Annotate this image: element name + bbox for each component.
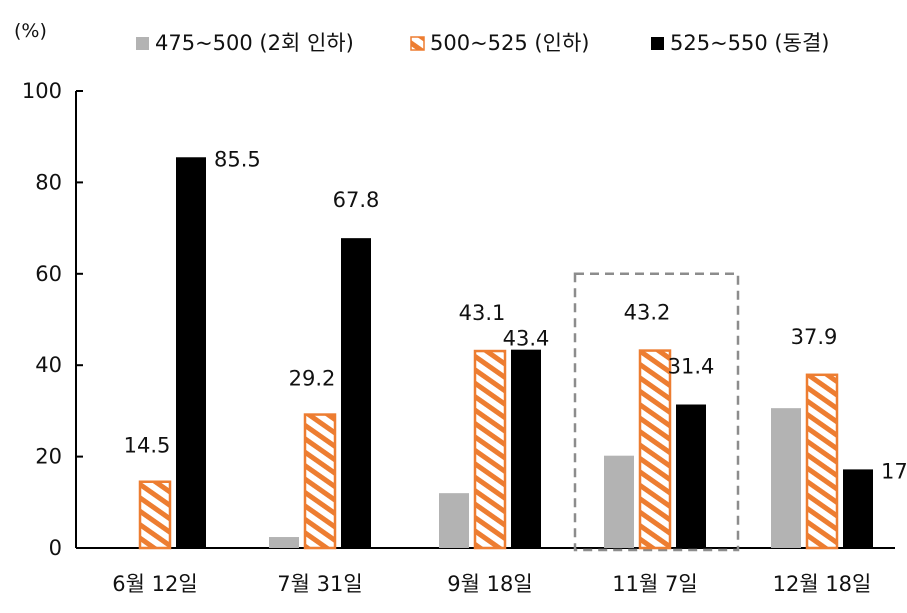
data-label: 17.2 — [881, 459, 907, 483]
bar — [843, 469, 873, 548]
legend-swatch — [651, 37, 664, 50]
legend: 475~500 (2회 인하) 500~525 (인하) 525~550 (동결) — [136, 31, 829, 55]
bar — [604, 455, 634, 548]
axes: 0 20 40 60 80 100 6월 12일 7월 31일 9월 18일 11월 7일 12월 … — [22, 79, 895, 596]
x-category-label: 11월 7일 — [612, 572, 697, 596]
legend-label: 475~500 (2회 인하) — [155, 31, 354, 55]
x-category-label: 7월 31일 — [277, 572, 362, 596]
legend-swatch — [410, 36, 425, 51]
legend-label: 525~550 (동결) — [670, 31, 829, 55]
legend-label: 500~525 (인하) — [430, 31, 589, 55]
bar — [303, 413, 337, 550]
highlight-layer — [573, 272, 740, 552]
bar — [771, 408, 801, 548]
bar — [138, 480, 172, 550]
bar — [638, 349, 672, 550]
bar — [269, 537, 299, 548]
bar — [676, 404, 706, 548]
data-label: 43.1 — [459, 301, 506, 325]
bar — [805, 373, 839, 550]
data-label: 37.9 — [791, 325, 838, 349]
x-category-label: 12월 18일 — [773, 572, 872, 596]
legend-swatch — [136, 37, 149, 50]
x-category-label: 6월 12일 — [112, 572, 197, 596]
highlight-box — [573, 272, 740, 552]
y-axis-unit: (%) — [14, 20, 47, 42]
bar — [511, 349, 541, 548]
bar — [176, 157, 206, 548]
y-tick-label: 60 — [35, 262, 62, 286]
data-label: 29.2 — [289, 367, 336, 391]
y-tick-label: 40 — [35, 353, 62, 377]
bars — [138, 157, 873, 550]
y-tick-label: 80 — [35, 170, 62, 194]
y-tick-label: 0 — [49, 536, 62, 560]
data-label: 43.2 — [624, 301, 671, 325]
data-labels: 14.5 29.2 43.1 43.2 37.9 85.5 67.8 43.4 31.4 17.2 — [124, 147, 907, 483]
data-label: 14.5 — [124, 434, 171, 458]
bar — [341, 238, 371, 549]
y-tick-label: 20 — [35, 445, 62, 469]
bar — [439, 493, 469, 548]
data-label: 67.8 — [333, 188, 380, 212]
y-tick-label: 100 — [22, 79, 62, 103]
bar — [473, 349, 507, 550]
data-label: 31.4 — [668, 355, 715, 379]
data-label: 43.4 — [503, 327, 550, 351]
x-category-label: 9월 18일 — [447, 572, 532, 596]
data-label: 85.5 — [214, 147, 261, 171]
